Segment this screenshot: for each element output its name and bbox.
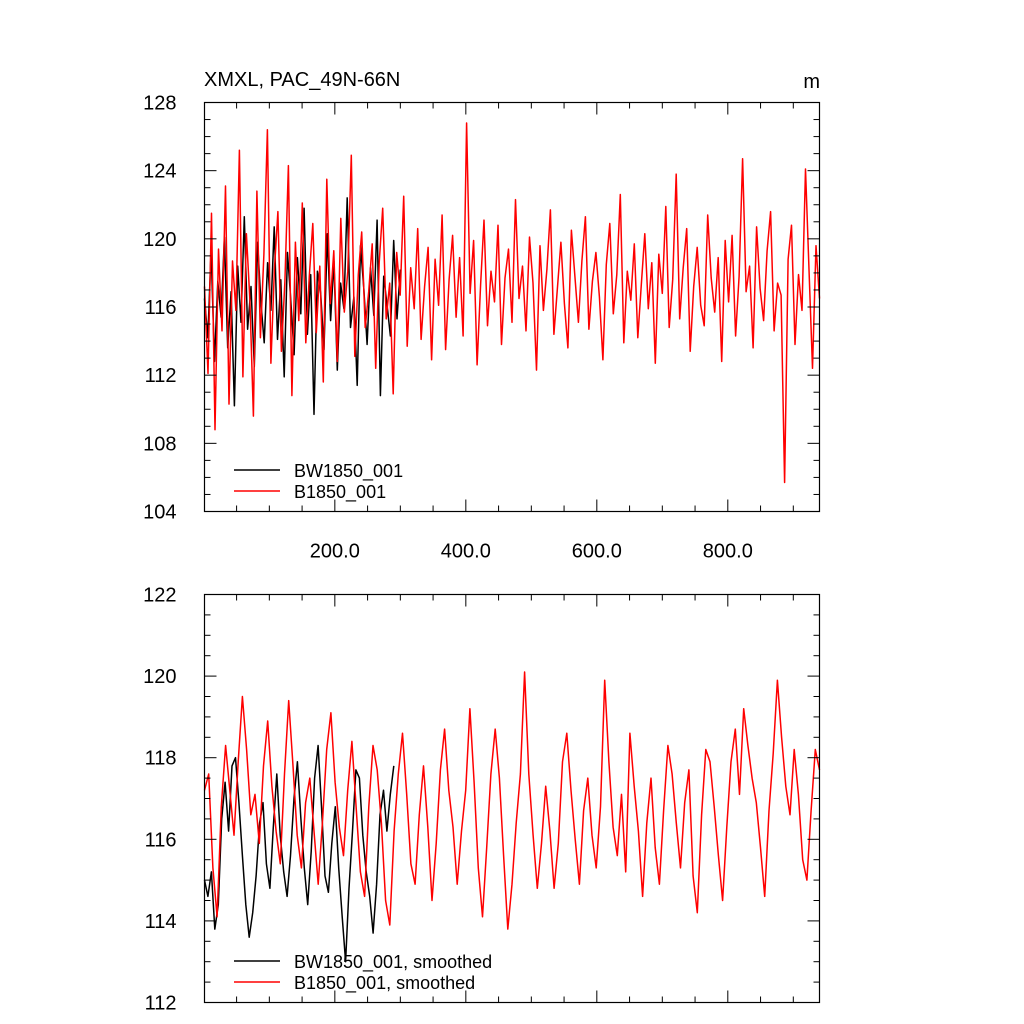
top-y-tick-label: 116 <box>145 297 177 319</box>
x-tick-label: 200.0 <box>310 541 360 563</box>
bottom-y-tick-label: 118 <box>145 748 177 770</box>
bottom-y-tick-label: 116 <box>145 829 177 851</box>
top-series-group <box>203 122 821 484</box>
top-y-tick-label: 104 <box>143 502 176 524</box>
bottom-series-group <box>203 671 821 963</box>
bottom-series-line-bw1850 <box>203 744 395 963</box>
bottom-y-tick-label: 112 <box>145 993 177 1015</box>
bottom-axes: 112 114 116 118 120 122 <box>143 585 820 1015</box>
legend-label-bw1850-smoothed: BW1850_001, smoothed <box>294 952 492 973</box>
bottom-panel: 112 114 116 118 120 122 BW1850_001, smoothed … <box>143 585 821 1015</box>
top-series-line-bw1850 <box>203 197 402 416</box>
units-label: m <box>803 71 820 93</box>
bottom-series-line-b1850 <box>203 671 821 930</box>
top-y-tick-label: 128 <box>143 93 176 115</box>
legend-label-b1850-smoothed: B1850_001, smoothed <box>294 973 475 994</box>
top-y-tick-label: 112 <box>145 365 177 387</box>
bottom-y-tick-label: 122 <box>143 585 176 607</box>
bottom-y-tick-label: 120 <box>143 666 176 688</box>
top-series-line-b1850 <box>203 122 821 484</box>
x-tick-label: 400.0 <box>441 541 491 563</box>
top-panel: XMXL, PAC_49N-66N m 104 108 112 116 120 124 12… <box>143 69 821 563</box>
top-y-tick-label: 120 <box>143 229 176 251</box>
x-tick-label: 800.0 <box>703 541 753 563</box>
top-axes: 104 108 112 116 120 124 128 200.0 400.0 600.0 800.… <box>143 93 820 563</box>
legend-label-b1850: B1850_001 <box>294 482 386 503</box>
top-y-tick-label: 124 <box>143 161 176 183</box>
x-tick-label: 600.0 <box>572 541 622 563</box>
chart-title: XMXL, PAC_49N-66N <box>204 69 400 91</box>
top-y-tick-label: 108 <box>143 433 176 455</box>
legend-label-bw1850: BW1850_001 <box>294 461 403 482</box>
bottom-legend: BW1850_001, smoothed B1850_001, smoothed <box>234 952 492 994</box>
top-legend: BW1850_001 B1850_001 <box>234 461 403 503</box>
bottom-y-tick-label: 114 <box>145 911 177 933</box>
bottom-plot-frame <box>203 593 821 1004</box>
